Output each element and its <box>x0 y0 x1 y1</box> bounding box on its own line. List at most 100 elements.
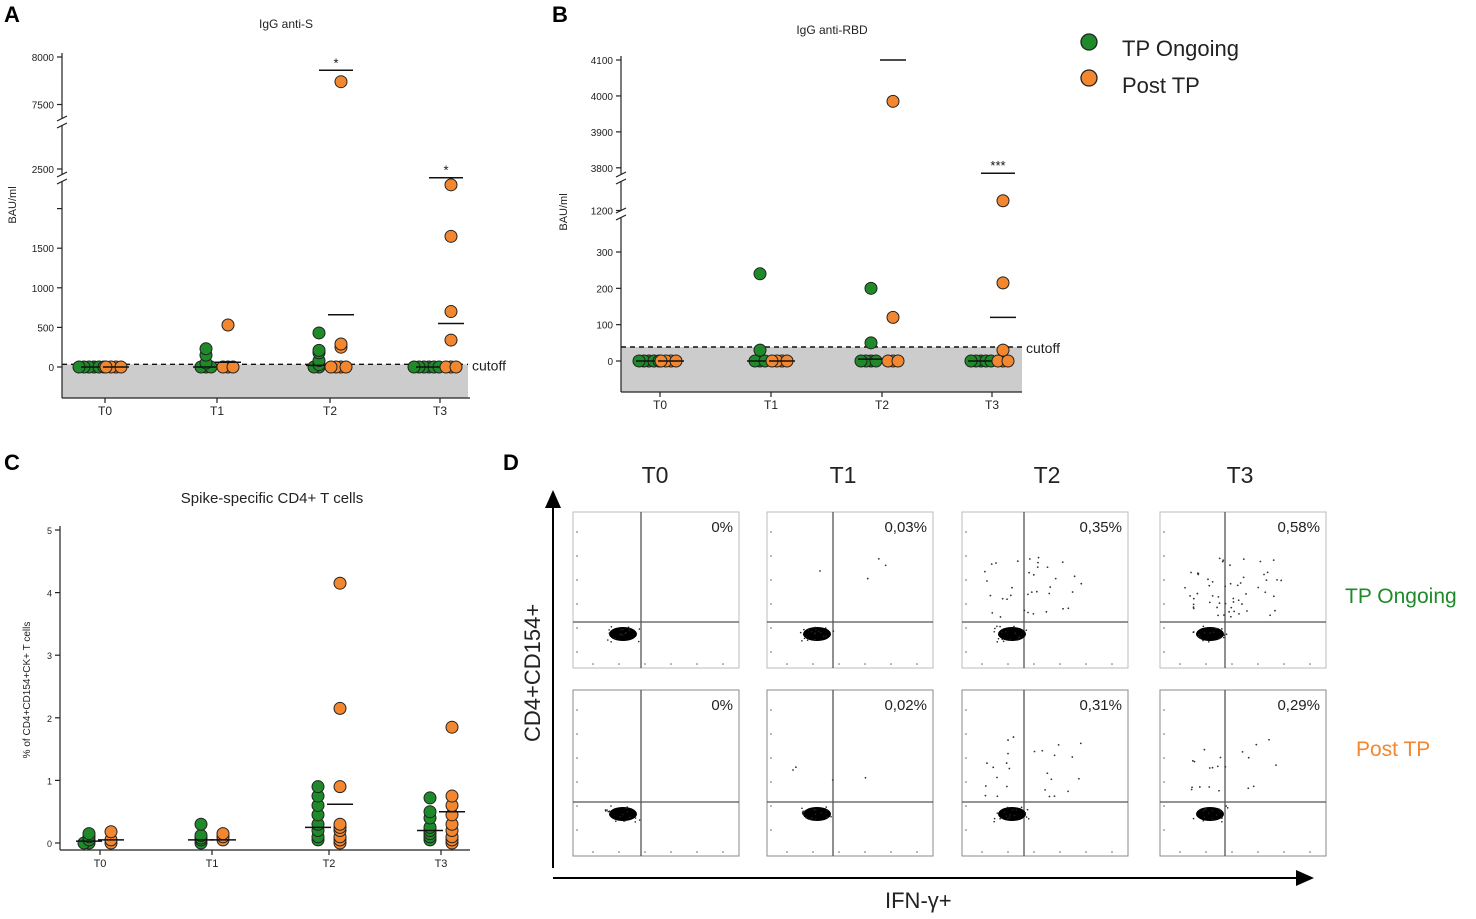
positive-event-dot <box>831 779 834 781</box>
gate-percentage: 0% <box>711 519 733 536</box>
event-dot <box>1016 639 1019 641</box>
event-dot <box>610 640 612 643</box>
cutoff-band <box>62 364 468 378</box>
event-dot <box>806 639 809 641</box>
panel-d-y-axis-label: CD4+CD154+ <box>520 604 545 742</box>
event-dot <box>1198 633 1201 636</box>
flow-plot-tp-ongoing-t3: 0,58% <box>1159 511 1327 669</box>
event-dot <box>607 639 609 641</box>
y-tick-label: 3800 <box>591 164 614 175</box>
event-dot <box>621 634 624 636</box>
event-dot <box>1025 629 1028 632</box>
positive-event-dot <box>984 785 987 787</box>
event-dot <box>825 635 828 638</box>
axis-tick-dot <box>618 663 620 665</box>
positive-event-dot <box>1259 560 1262 563</box>
data-point-post-tp <box>334 75 348 89</box>
data-point-post-tp <box>445 720 459 734</box>
panel-d-x-arrowhead <box>1296 870 1314 886</box>
event-dot <box>1013 625 1015 628</box>
positive-event-dot <box>1045 610 1048 613</box>
event-dot <box>1203 816 1206 819</box>
positive-event-dot <box>1196 592 1199 595</box>
data-point-post-tp <box>1001 354 1015 368</box>
axis-tick-dot <box>1163 781 1165 783</box>
panel-letter-d: D <box>503 450 519 475</box>
positive-event-dot <box>1044 788 1046 791</box>
negative-population <box>803 627 831 641</box>
event-dot <box>1027 817 1030 820</box>
negative-population <box>998 807 1026 821</box>
y-tick-label: 500 <box>37 323 54 334</box>
event-dot <box>814 819 817 821</box>
event-dot <box>1197 635 1200 638</box>
y-axis-break-mark <box>615 171 627 178</box>
significance-label: * <box>443 163 448 178</box>
axis-tick-dot <box>965 555 967 557</box>
positive-event-dot <box>1224 585 1227 588</box>
event-dot <box>809 818 812 820</box>
positive-event-dot <box>1028 558 1031 560</box>
event-dot <box>1204 809 1206 811</box>
positive-event-dot <box>999 616 1002 618</box>
axis-tick-dot <box>1033 663 1035 665</box>
positive-event-dot <box>1061 561 1064 564</box>
positive-event-dot <box>1012 736 1015 738</box>
event-dot <box>801 812 804 815</box>
axis-tick-dot <box>890 851 892 853</box>
positive-event-dot <box>1216 765 1219 768</box>
plot-frame <box>572 511 740 669</box>
positive-event-dot <box>1032 573 1035 576</box>
positive-event-dot <box>1211 766 1214 769</box>
x-tick-label: T3 <box>435 858 448 870</box>
axis-tick-dot <box>722 851 724 853</box>
event-dot <box>811 817 813 819</box>
positive-event-dot <box>1229 582 1232 585</box>
y-tick-label: 2 <box>47 714 52 724</box>
axis-tick-dot <box>1163 531 1165 533</box>
event-dot <box>628 816 631 819</box>
x-tick-label: T1 <box>206 858 219 870</box>
event-dot <box>802 810 804 813</box>
event-dot <box>1192 817 1195 820</box>
data-point-tp-ongoing <box>423 791 437 805</box>
flow-plot-post-tp-t0: 0% <box>572 689 740 857</box>
axis-tick-dot <box>576 651 578 653</box>
axis-tick-dot <box>965 531 967 533</box>
positive-event-dot <box>1054 577 1057 580</box>
axis-tick-dot <box>965 579 967 581</box>
positive-event-dot <box>1053 754 1056 757</box>
plot-frame <box>961 689 1129 857</box>
data-point-post-tp <box>444 305 458 319</box>
positive-event-dot <box>1242 558 1245 561</box>
axis-tick-dot <box>1163 555 1165 557</box>
event-dot <box>1004 811 1006 813</box>
y-tick-label: 0 <box>607 357 613 368</box>
negative-population <box>1196 627 1224 641</box>
axis-tick-dot <box>1163 627 1165 629</box>
event-dot <box>622 628 624 631</box>
positive-event-dot <box>1219 756 1222 759</box>
axis-tick-dot <box>1231 663 1233 665</box>
event-dot <box>814 632 817 634</box>
panel-letter-c: C <box>4 450 20 475</box>
event-dot <box>1006 806 1009 809</box>
positive-event-dot <box>984 794 987 797</box>
positive-event-dot <box>1274 609 1276 612</box>
axis-tick-dot <box>576 757 578 759</box>
event-dot <box>825 806 828 808</box>
axis-tick-dot <box>722 663 724 665</box>
axis-tick-dot <box>576 531 578 533</box>
data-point-post-tp <box>996 343 1010 357</box>
event-dot <box>1009 813 1011 816</box>
flow-plot-tp-ongoing-t0: 0% <box>572 511 740 669</box>
axis-tick-dot <box>770 579 772 581</box>
event-dot <box>622 813 624 816</box>
axis-tick-dot <box>592 663 594 665</box>
event-dot <box>1219 810 1222 813</box>
axis-tick-dot <box>965 829 967 831</box>
chart-title: IgG anti-RBD <box>796 23 868 37</box>
positive-event-dot <box>1005 762 1008 764</box>
positive-event-dot <box>1071 591 1074 593</box>
